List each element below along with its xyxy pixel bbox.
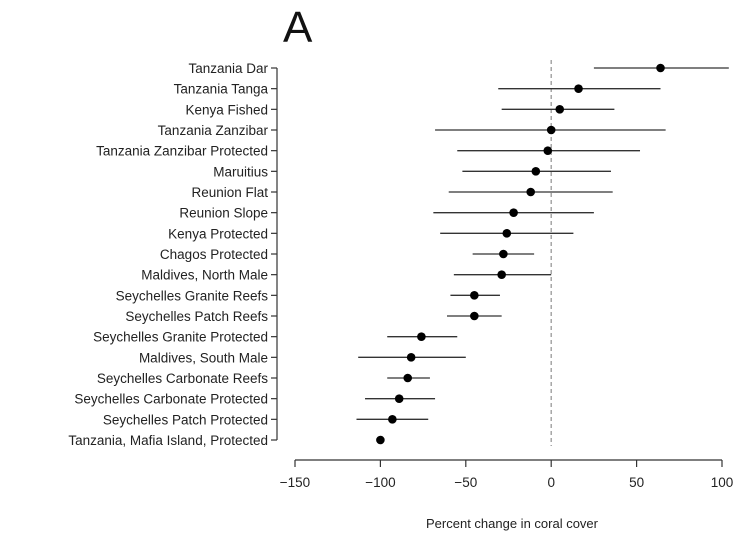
category-label: Tanzania Zanzibar (158, 123, 269, 138)
category-label: Maldives, South Male (139, 350, 268, 365)
x-tick-label: −100 (365, 475, 395, 490)
point-estimate (394, 394, 404, 403)
confidence-intervals (356, 67, 729, 420)
category-label: Tanzania, Mafia Island, Protected (68, 433, 268, 448)
category-labels: Tanzania Dar Tanzania Tanga Kenya Fished Ta… (68, 61, 268, 448)
point-estimate (502, 229, 512, 238)
point-estimate (499, 249, 508, 259)
x-tick-label: 50 (629, 475, 644, 490)
category-label: Maldives, North Male (141, 268, 268, 283)
point-estimate (388, 415, 397, 424)
point-estimate (656, 63, 665, 73)
x-tick-label: −150 (280, 475, 310, 490)
y-axis-ticks (271, 67, 277, 441)
point-estimate (531, 167, 541, 176)
point-estimate (555, 105, 565, 114)
category-label: Reunion Flat (191, 185, 268, 200)
point-estimate (543, 146, 553, 155)
category-label: Tanzania Zanzibar Protected (96, 144, 268, 159)
point-estimate (470, 291, 479, 300)
category-label: Seychelles Granite Protected (93, 330, 268, 345)
x-tick-label: −50 (454, 475, 477, 490)
panel-letter: A (283, 3, 313, 52)
category-label: Seychelles Patch Reefs (125, 309, 268, 324)
category-label: Tanzania Tanga (174, 82, 269, 97)
point-estimate (417, 332, 426, 341)
category-label: Tanzania Dar (188, 61, 268, 76)
point-estimate (574, 84, 583, 93)
x-axis-ticks: −150 −100 −50 0 50 100 (280, 460, 733, 490)
point-estimate (526, 187, 536, 197)
point-estimates (376, 63, 665, 445)
category-label: Kenya Fished (185, 102, 268, 117)
category-label: Seychelles Granite Reefs (116, 288, 269, 303)
point-estimate (546, 125, 556, 135)
x-axis-label: Percent change in coral cover (426, 516, 599, 531)
point-estimate (403, 373, 413, 383)
category-label: Chagos Protected (160, 247, 268, 262)
point-estimate (406, 353, 416, 362)
category-label: Seychelles Patch Protected (103, 412, 268, 427)
category-label: Kenya Protected (168, 226, 268, 241)
point-estimate (470, 311, 479, 321)
category-label: Seychelles Carbonate Protected (74, 392, 268, 407)
point-estimate (509, 208, 518, 217)
x-tick-label: 0 (547, 475, 555, 490)
point-estimate (497, 270, 506, 279)
category-label: Maruitius (213, 164, 268, 179)
x-tick-label: 100 (711, 475, 734, 490)
category-label: Seychelles Carbonate Reefs (97, 371, 268, 386)
point-estimate (376, 435, 385, 445)
category-label: Reunion Slope (179, 206, 268, 221)
